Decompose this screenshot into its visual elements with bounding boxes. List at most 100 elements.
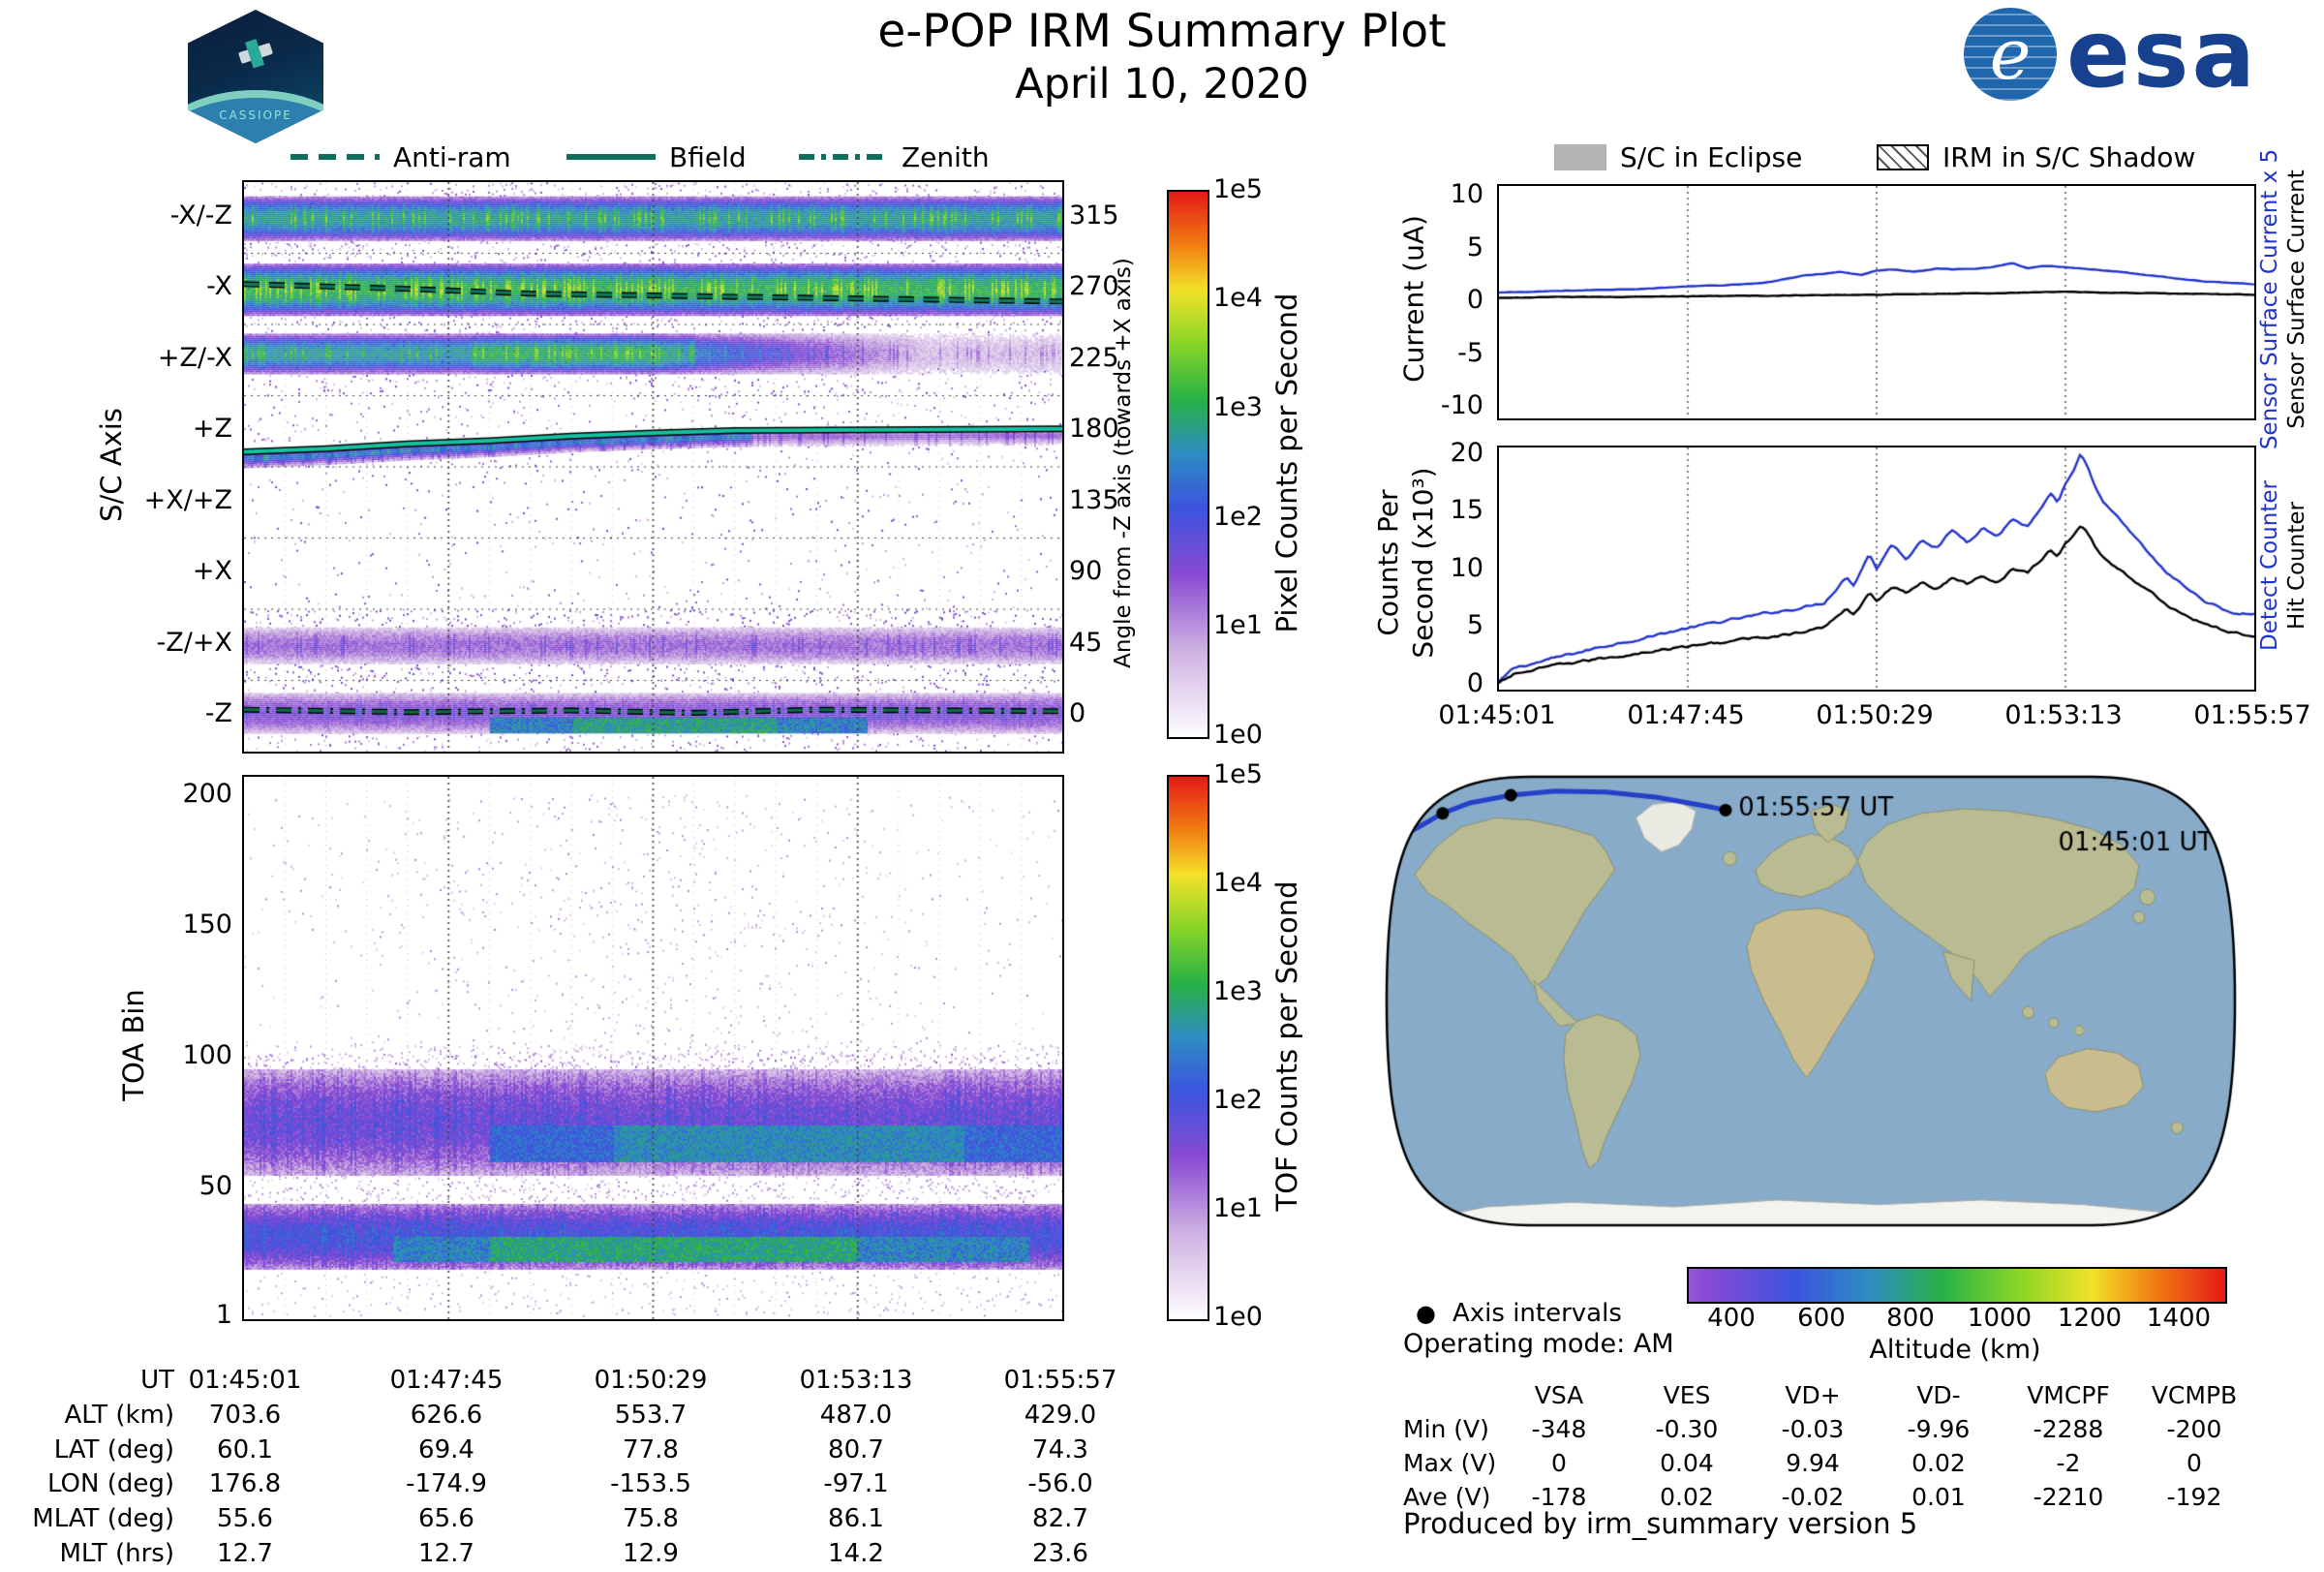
pixel-counts-colorbar-label: Pixel Counts per Second: [1270, 293, 1303, 633]
pixel-counts-colorbar: [1167, 190, 1209, 739]
eph-cell: 01:53:13: [799, 1366, 913, 1395]
zenith-line-icon: [799, 154, 888, 160]
alt-tick: 400: [1707, 1304, 1756, 1333]
current-ytick: 10: [1450, 179, 1483, 209]
eph-label: UT: [140, 1366, 174, 1395]
voltage-col-vdplus: VD+ -0.03 9.94 -0.02: [1755, 1378, 1871, 1514]
anti-ram-line-icon: [290, 154, 380, 160]
current-ytick: 0: [1466, 285, 1483, 315]
ground-track-map: [1385, 775, 2237, 1227]
eph-cell: -153.5: [610, 1469, 691, 1499]
ephemeris-col-2: 01:47:45 626.6 69.4 -174.9 65.6 12.7: [344, 1364, 549, 1572]
cbar-tick-label: 1e4: [1213, 283, 1263, 313]
toa-tick-label: 1: [215, 1300, 232, 1330]
voltage-row-labels: Min (V) Max (V) Ave (V): [1403, 1378, 1548, 1514]
current-ytick: -10: [1440, 390, 1483, 420]
cbar-tick-label: 1e5: [1213, 174, 1263, 204]
page-date: April 10, 2020: [1015, 60, 1309, 108]
volt-cell: -178: [1531, 1483, 1587, 1511]
angle-tick-label: 225: [1069, 343, 1119, 373]
sc-axis-cat-label: +Z: [192, 414, 232, 444]
esa-globe-icon: e: [1964, 8, 2057, 101]
cbar-tick-label: 1e0: [1213, 1302, 1263, 1332]
legend-shadow: IRM in S/C Shadow: [1877, 140, 2196, 173]
altitude-colorbar-label: Altitude (km): [1869, 1335, 2041, 1365]
alt-tick: 800: [1886, 1304, 1935, 1333]
volt-header: VMCPF: [2027, 1381, 2110, 1409]
angle-tick-label: 135: [1069, 485, 1119, 515]
alt-tick: 1000: [1967, 1304, 2033, 1333]
angle-tick-label: 90: [1069, 556, 1103, 586]
cbar-tick-label: 1e0: [1213, 720, 1263, 750]
toa-spectrogram: [242, 775, 1064, 1321]
detect-counter-label: Detect Counter: [2257, 480, 2282, 651]
tof-counts-colorbar-label: TOF Counts per Second: [1270, 880, 1303, 1212]
angle-tick-label: 45: [1069, 628, 1103, 658]
current-ytick: 5: [1466, 232, 1483, 262]
current-plot: [1497, 184, 2256, 420]
esa-e-glyph: e: [1989, 14, 2032, 95]
toa-tick-label: 200: [182, 779, 232, 809]
cbar-tick-label: 1e1: [1213, 1193, 1263, 1223]
time-xtick: 01:47:45: [1627, 700, 1745, 730]
cbar-tick-label: 1e4: [1213, 868, 1263, 898]
eph-cell: 01:47:45: [389, 1366, 504, 1395]
legend-shadow-label: IRM in S/C Shadow: [1942, 140, 2196, 173]
angle-tick-label: 0: [1069, 698, 1086, 728]
volt-header: VD-: [1916, 1381, 1961, 1409]
eph-cell: 60.1: [217, 1434, 273, 1464]
patch-mission-name: CASSIOPE: [219, 108, 292, 122]
eph-cell: 487.0: [819, 1400, 893, 1430]
esa-wordmark: esa: [2066, 0, 2258, 108]
angle-axis-label: Angle from -Z axis (towards +X axis): [1111, 258, 1136, 668]
eph-cell: 12.7: [217, 1538, 273, 1568]
produced-by-label: Produced by irm_summary version 5: [1403, 1507, 1918, 1540]
sc-axis-cat-label: -Z/+X: [156, 628, 232, 658]
volt-label: Min (V): [1403, 1415, 1489, 1443]
eph-cell: 23.6: [1032, 1538, 1088, 1568]
axis-intervals-label: Axis intervals: [1452, 1299, 1622, 1328]
eph-cell: 65.6: [418, 1504, 474, 1534]
patch-satellite-icon: [238, 42, 274, 64]
volt-cell: 0.01: [1911, 1483, 1966, 1511]
eph-cell: 12.7: [418, 1538, 474, 1568]
time-xtick: 01:53:13: [2004, 700, 2123, 730]
sc-axis-spectrogram: [242, 180, 1064, 754]
ephemeris-row-labels: UT ALT (km) LAT (deg) LON (deg) MLAT (de…: [19, 1364, 174, 1572]
sc-axis-cat-label: -Z: [204, 698, 232, 728]
counts-ylabel-line1: Counts Per: [1372, 489, 1404, 636]
counts-ytick: 0: [1466, 668, 1483, 698]
volt-cell: 9.94: [1786, 1449, 1840, 1477]
volt-header: VES: [1663, 1381, 1711, 1409]
eph-cell: 12.9: [623, 1538, 679, 1568]
alt-tick: 1400: [2146, 1304, 2212, 1333]
cassiope-patch-art: CASSIOPE: [188, 10, 323, 143]
legend-zenith: Zenith: [799, 140, 990, 173]
volt-cell: 0.02: [1660, 1483, 1714, 1511]
counts-ytick: 20: [1450, 438, 1483, 468]
volt-cell: -0.30: [1655, 1415, 1719, 1443]
time-xtick: 01:55:57: [2193, 700, 2311, 730]
toa-tick-label: 150: [182, 909, 232, 940]
eph-label: MLAT (deg): [32, 1504, 174, 1534]
legend-anti-ram: Anti-ram: [290, 141, 511, 173]
eph-cell: -97.1: [823, 1469, 889, 1499]
alt-tick: 1200: [2057, 1304, 2123, 1333]
legend-bfield: Bfield: [566, 141, 747, 173]
toa-tick-label: 50: [199, 1171, 232, 1201]
volt-cell: 0: [2186, 1449, 2202, 1477]
cassiope-patch-logo: CASSIOPE: [182, 4, 329, 149]
axis-interval-dot: ●: [1416, 1300, 1436, 1327]
legend-zenith-label: Zenith: [902, 140, 990, 173]
bfield-line-icon: [566, 154, 656, 160]
counts-ytick: 10: [1450, 553, 1483, 583]
legend-eclipse-label: S/C in Eclipse: [1620, 140, 1803, 173]
volt-cell: 0.04: [1660, 1449, 1714, 1477]
counts-plot: [1497, 446, 2256, 692]
volt-cell: -2288: [2033, 1415, 2104, 1443]
time-xtick: 01:45:01: [1438, 700, 1556, 730]
cbar-tick-label: 1e1: [1213, 610, 1263, 640]
cbar-tick-label: 1e2: [1213, 1085, 1263, 1115]
sc-axis-ylabel: S/C Axis: [95, 408, 128, 522]
